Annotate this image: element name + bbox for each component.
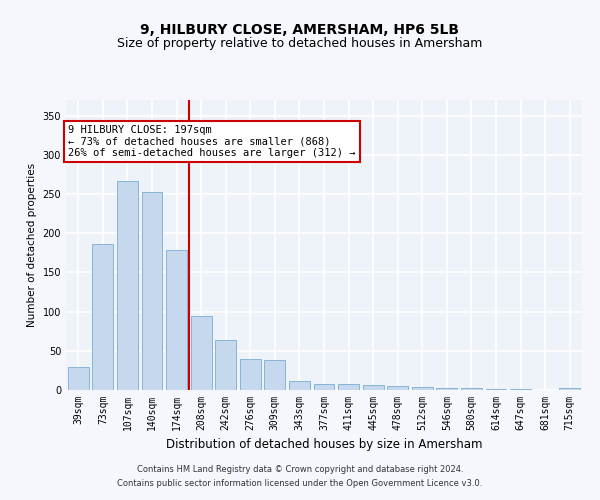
Bar (117, 180, 138, 390)
Bar (387, 386, 408, 390)
Bar (485, 389, 506, 390)
Y-axis label: Number of detached properties: Number of detached properties (27, 163, 37, 327)
Text: Contains HM Land Registry data © Crown copyright and database right 2024.
Contai: Contains HM Land Registry data © Crown c… (118, 466, 482, 487)
Bar (314, 384, 334, 390)
Bar (559, 388, 580, 390)
Bar (436, 388, 457, 390)
Bar (338, 384, 359, 390)
Bar (142, 192, 163, 390)
Bar (166, 250, 187, 390)
Bar (289, 382, 310, 390)
Bar (240, 360, 261, 390)
Bar (412, 387, 433, 390)
Bar (68, 368, 89, 390)
Bar (92, 244, 113, 390)
X-axis label: Distribution of detached houses by size in Amersham: Distribution of detached houses by size … (166, 438, 482, 452)
Bar (265, 360, 286, 390)
Text: 9, HILBURY CLOSE, AMERSHAM, HP6 5LB: 9, HILBURY CLOSE, AMERSHAM, HP6 5LB (140, 22, 460, 36)
Bar (461, 388, 482, 390)
Text: 9 HILBURY CLOSE: 197sqm
← 73% of detached houses are smaller (868)
26% of semi-d: 9 HILBURY CLOSE: 197sqm ← 73% of detache… (68, 125, 356, 158)
Text: Size of property relative to detached houses in Amersham: Size of property relative to detached ho… (118, 38, 482, 51)
Bar (191, 316, 212, 390)
Bar (362, 386, 383, 390)
Bar (510, 389, 531, 390)
Bar (215, 340, 236, 390)
